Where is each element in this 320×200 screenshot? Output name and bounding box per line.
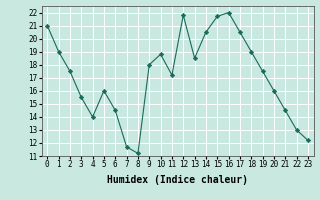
X-axis label: Humidex (Indice chaleur): Humidex (Indice chaleur) bbox=[107, 175, 248, 185]
